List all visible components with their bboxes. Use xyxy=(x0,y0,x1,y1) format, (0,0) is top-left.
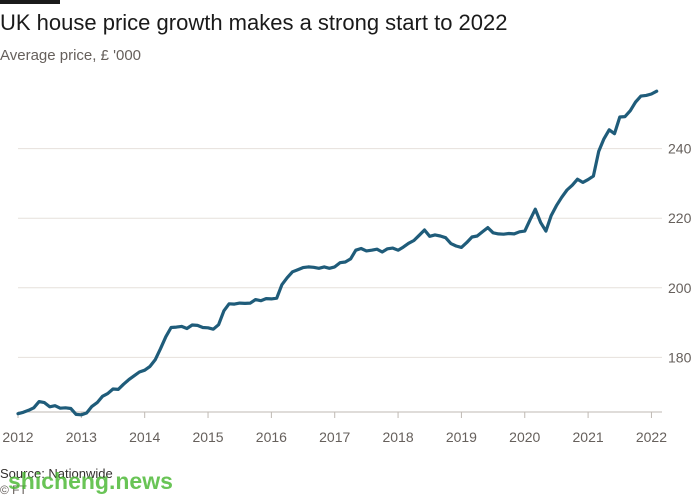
chart-subtitle: Average price, £ '000 xyxy=(0,47,142,64)
x-tick-label-2015: 2015 xyxy=(192,429,223,445)
y-axis-ticks: 180 200 220 240 xyxy=(668,141,692,366)
y-tick-label-180: 180 xyxy=(668,349,692,365)
watermark-text: shicheng.news xyxy=(8,468,173,494)
x-tick-label-2016: 2016 xyxy=(256,429,287,445)
series-line-0 xyxy=(16,89,659,417)
x-tick-label-2020: 2020 xyxy=(509,429,540,445)
y-tick-label-200: 200 xyxy=(668,280,692,296)
copyright-note: © FT xyxy=(0,483,27,497)
y-tick-label-240: 240 xyxy=(668,141,692,157)
gridlines xyxy=(18,148,662,358)
x-tick-label-2014: 2014 xyxy=(129,429,160,445)
x-tick-label-2012: 2012 xyxy=(2,429,33,445)
x-axis-ticks: 2012 2013 2014 2015 2016 2017 2018 2019 2020 2021… xyxy=(2,412,667,445)
x-tick-label-2021: 2021 xyxy=(573,429,604,445)
x-tick-label-2018: 2018 xyxy=(382,429,413,445)
x-tick-label-2017: 2017 xyxy=(319,429,350,445)
series-layer xyxy=(16,89,659,417)
source-note: Source: Nationwide xyxy=(0,466,113,481)
x-tick-label-2022: 2022 xyxy=(636,429,667,445)
ft-top-bar xyxy=(0,0,60,4)
x-tick-label-2013: 2013 xyxy=(66,429,97,445)
chart-title: UK house price growth makes a strong sta… xyxy=(0,10,508,35)
y-tick-label-220: 220 xyxy=(668,210,692,226)
x-tick-label-2019: 2019 xyxy=(446,429,477,445)
